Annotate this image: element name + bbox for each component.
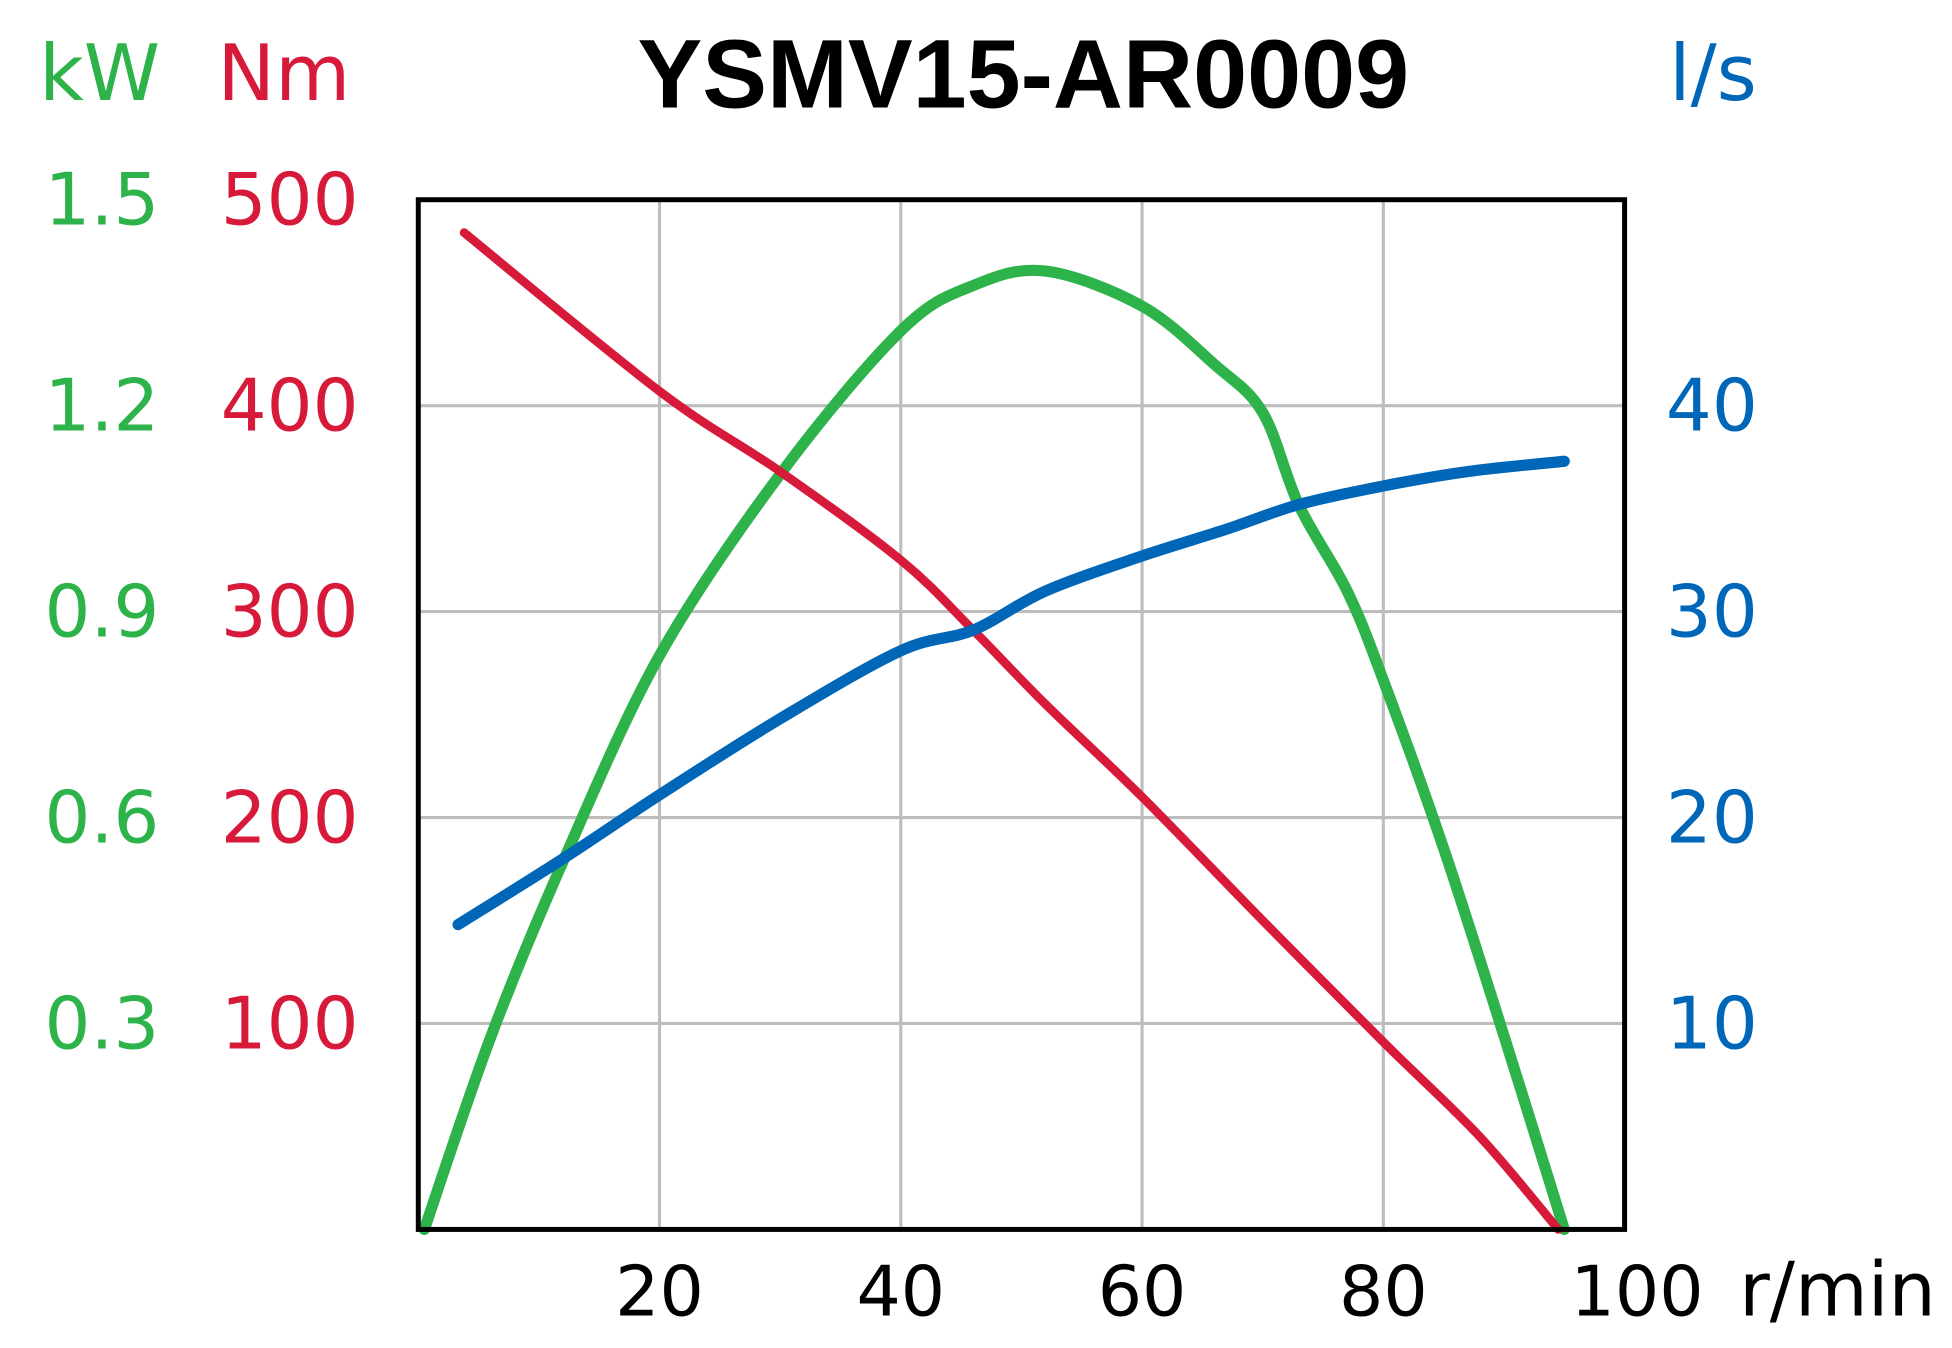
x-tick-label: 40 <box>856 1251 945 1332</box>
ls-tick-label: 10 <box>1666 982 1758 1066</box>
power-curve <box>418 264 1570 1236</box>
nm-tick-label: 100 <box>221 982 359 1066</box>
nm-tick-label: 500 <box>221 159 359 243</box>
plot-frame <box>415 197 1628 1232</box>
kw-tick-label: 0.3 <box>45 982 160 1066</box>
kw-tick-label: 1.2 <box>45 365 160 449</box>
nm-tick-label: 300 <box>221 570 359 654</box>
kw-axis-label: kW <box>39 29 160 119</box>
kw-tick-label: 0.9 <box>45 570 160 654</box>
ls-tick-label: 20 <box>1666 776 1758 860</box>
nm-axis-label: Nm <box>217 29 350 119</box>
grid <box>418 199 1625 1230</box>
ls-axis-label: l/s <box>1669 29 1757 119</box>
torque-curve <box>459 228 1563 1234</box>
x-tick-label: 80 <box>1339 1251 1428 1332</box>
series-lines <box>418 228 1570 1236</box>
ls-tick-label: 40 <box>1666 365 1758 449</box>
kw-tick-label: 0.6 <box>45 776 160 860</box>
x-tick-label: 100 <box>1571 1251 1704 1332</box>
kw-tick-label: 1.5 <box>45 159 160 243</box>
flow-curve <box>452 455 1570 931</box>
x-tick-label: 60 <box>1098 1251 1187 1332</box>
nm-tick-label: 400 <box>221 365 359 449</box>
tick-labels: 20 40 60 80 100 0.3 0.6 0.9 1.2 1.5 100 200 300 400 50… <box>45 159 1758 1333</box>
x-tick-label: 20 <box>615 1251 704 1332</box>
chart-title: YSMV15-AR0009 <box>637 19 1409 128</box>
x-axis-label: r/min <box>1739 1246 1936 1333</box>
nm-tick-label: 200 <box>221 776 359 860</box>
ls-tick-label: 30 <box>1666 570 1758 654</box>
